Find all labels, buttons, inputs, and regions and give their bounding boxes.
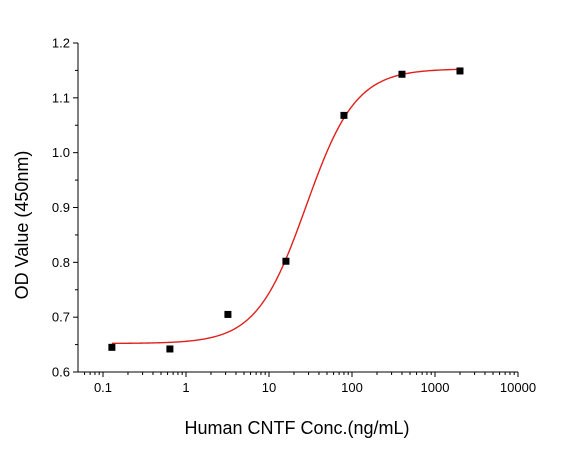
data-point	[398, 70, 406, 78]
data-point	[166, 345, 174, 353]
x-tick-label: 10000	[500, 380, 536, 395]
x-tick-label: 0.1	[94, 380, 112, 395]
data-point	[108, 343, 116, 351]
tick-labels: 0.6 0.7 0.8 0.9 1.0 1.1 1.2 0.1 1 10 100 1000 10000	[52, 36, 536, 396]
x-tick-label: 10	[262, 380, 276, 395]
fit-curve-line	[111, 68, 460, 345]
x-tick-label: 1	[182, 380, 189, 395]
y-tick-label: 1.2	[52, 36, 70, 51]
data-point	[340, 111, 348, 119]
y-tick-label: 0.6	[52, 365, 70, 380]
data-points-layer	[108, 67, 464, 353]
data-point	[282, 257, 290, 265]
y-tick-label: 0.8	[52, 255, 70, 270]
y-tick-label: 1.1	[52, 90, 70, 105]
y-tick-label: 1.0	[52, 145, 70, 160]
data-point	[224, 310, 232, 318]
data-point	[456, 67, 464, 75]
y-axis-title: OD Value (450nm)	[12, 151, 32, 300]
y-tick-label: 0.7	[52, 310, 70, 325]
y-tick-label: 0.9	[52, 200, 70, 215]
x-tick-label: 1000	[421, 380, 450, 395]
x-tick-label: 100	[341, 380, 363, 395]
axes	[73, 42, 519, 377]
x-axis-title: Human CNTF Conc.(ng/mL)	[184, 418, 409, 438]
fit-curve-layer	[111, 68, 460, 345]
